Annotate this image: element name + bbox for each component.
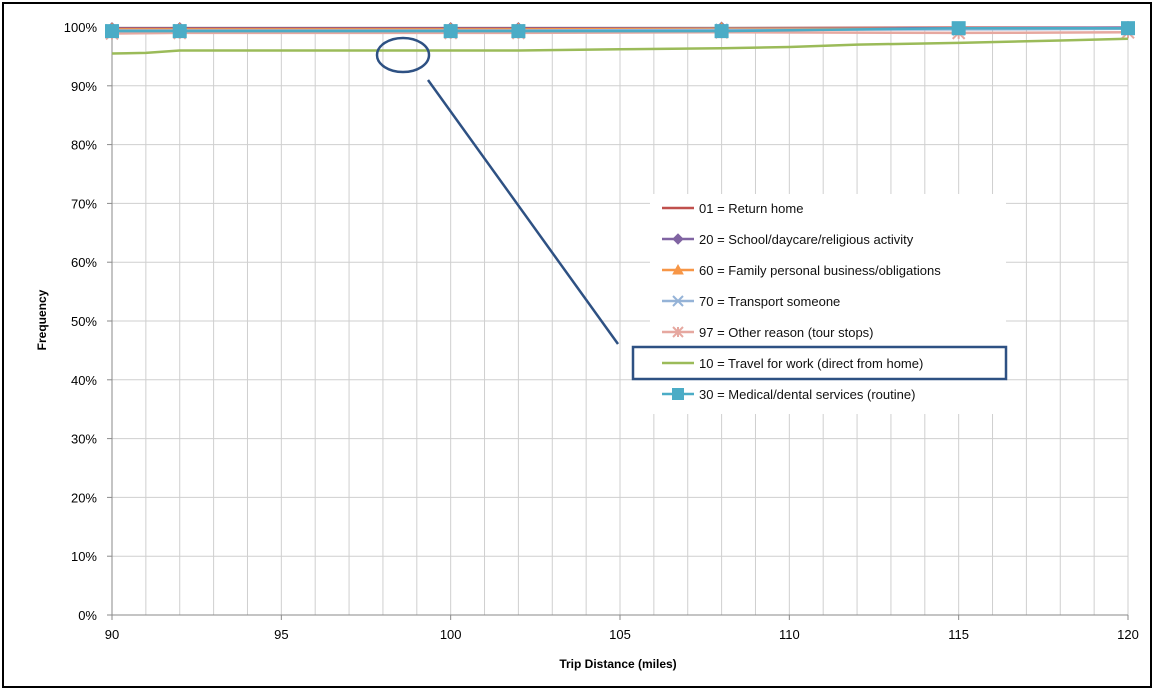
series-7: [105, 21, 1135, 39]
legend: 01 = Return home 20 = School/daycare/reli…: [662, 201, 941, 402]
legend-label: 30 = Medical/dental services (routine): [699, 387, 915, 402]
series-line: [111, 37, 1129, 55]
legend-item: 70 = Transport someone: [662, 294, 840, 309]
series-point: [1121, 21, 1135, 36]
series-point: [672, 388, 684, 400]
series-point: [172, 24, 187, 39]
legend-highlight-box: [631, 345, 1008, 381]
series-point: [443, 24, 458, 39]
highlight-ellipse: [375, 36, 431, 74]
y-tick-label: 0%: [78, 608, 97, 623]
y-tick-labels: 0% 10% 20% 30% 40% 50% 60% 70% 80% 90% 100%: [64, 20, 112, 623]
legend-item: 97 = Other reason (tour stops): [662, 325, 874, 340]
y-tick-label: 50%: [71, 314, 97, 329]
series-point: [672, 233, 684, 245]
series-line: [111, 31, 1129, 35]
series-point: [672, 263, 684, 275]
series-point: [511, 24, 526, 39]
y-tick-label: 100%: [64, 20, 98, 35]
legend-item: 60 = Family personal business/obligation…: [662, 263, 941, 278]
legend-label: 10 = Travel for work (direct from home): [699, 356, 923, 371]
x-tick-label: 95: [274, 627, 288, 642]
highlight-connector: [426, 79, 620, 345]
legend-item: 01 = Return home: [662, 201, 803, 216]
y-tick-label: 90%: [71, 79, 97, 94]
y-axis-title: Frequency: [35, 289, 49, 350]
y-tick-label: 60%: [71, 255, 97, 270]
legend-label: 60 = Family personal business/obligation…: [699, 263, 941, 278]
x-tick-label: 115: [948, 627, 969, 642]
legend-box: [650, 194, 1006, 414]
series-point: [105, 24, 119, 39]
series-point: [672, 326, 684, 338]
legend-label: 01 = Return home: [699, 201, 803, 216]
y-tick-label: 80%: [71, 138, 97, 153]
y-tick-label: 20%: [71, 490, 97, 505]
legend-item: 10 = Travel for work (direct from home): [662, 356, 923, 371]
series-6: [111, 37, 1129, 55]
x-tick-label: 105: [609, 627, 631, 642]
y-tick-label: 30%: [71, 432, 97, 447]
series-point: [672, 295, 684, 307]
series-point: [951, 21, 966, 36]
y-tick-label: 10%: [71, 549, 97, 564]
legend-label: 20 = School/daycare/religious activity: [699, 232, 914, 247]
series-point: [714, 24, 729, 39]
x-tick-label: 120: [1117, 627, 1139, 642]
y-tick-label: 70%: [71, 196, 97, 211]
x-tick-label: 90: [105, 627, 119, 642]
legend-label: 97 = Other reason (tour stops): [699, 325, 874, 340]
legend-label: 70 = Transport someone: [699, 294, 840, 309]
y-tick-label: 40%: [71, 373, 97, 388]
legend-item: 20 = School/daycare/religious activity: [662, 232, 914, 247]
x-tick-label: 100: [440, 627, 462, 642]
x-tick-labels: 90 95 100 105 110 115 120: [105, 615, 1139, 642]
x-tick-label: 110: [779, 627, 800, 642]
legend-item: 30 = Medical/dental services (routine): [662, 387, 915, 402]
series-group: [105, 20, 1135, 55]
x-axis-title: Trip Distance (miles): [559, 657, 676, 671]
